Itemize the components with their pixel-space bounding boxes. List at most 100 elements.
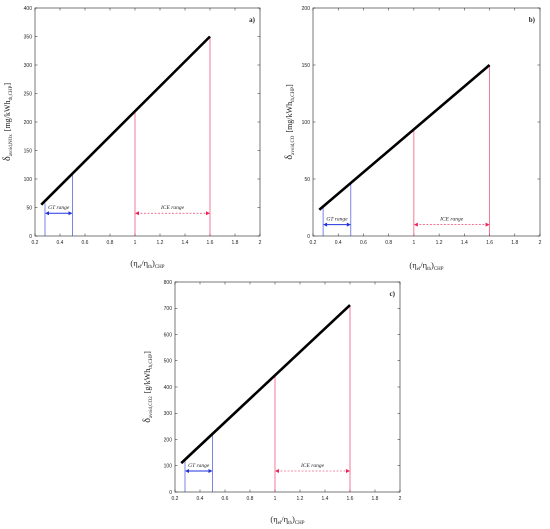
data-line [318,64,491,211]
x-tick-label: 1.6 [347,496,354,502]
y-label-unit: [g/kWh [143,369,152,393]
panel-label: a) [249,16,256,24]
gt-range-arrowhead-right [68,211,73,216]
y-label-unit: [mg/kWh [285,102,294,133]
x-label-close: ) [431,260,434,270]
x-label-subscript-el: el [138,265,142,270]
x-axis-label: (ηel/ηth)CHP [130,258,164,270]
x-label-eta: (η [130,258,137,268]
x-tick-label: 0.8 [385,240,392,246]
panel-c-co2: 0.2 0.4 0.6 0.8 1 1.2 1.4 1.6 1.8 2 0 100 200 300 400 5… [142,280,402,526]
y-tick-label: 600 [164,332,173,338]
x-label-subscript-th: th [148,265,152,270]
y-tick-label: 150 [24,148,33,154]
y-label-unit-subscript: th,CHP [9,85,14,100]
x-tick-label: 1.2 [157,240,164,246]
panel-label: b) [529,16,536,24]
y-tick-label: 100 [164,464,173,470]
ice-range-arrowhead-right [346,469,350,473]
y-tick-label: 100 [302,120,311,126]
x-label-subscript-th: th [427,267,431,272]
x-label-subscript-chp: CHP [155,265,165,270]
ice-range-label: ICE range [439,217,464,223]
gt-range-label: GT range [326,217,348,223]
x-label-close: ) [292,514,295,524]
x-tick-label: 0.8 [107,240,114,246]
gt-range-label: GT range [48,205,70,211]
x-label-eta: (η [270,514,277,524]
x-label-subscript-chp: CHP [295,521,305,526]
x-tick-label: 1.2 [297,496,304,502]
y-tick-label: 400 [164,385,173,391]
gt-range-arrowhead-left [185,469,189,473]
y-label-unit-close: ] [3,83,12,86]
ice-range-label: ICE range [300,463,325,469]
x-label-eta-th: /η [141,258,148,268]
x-tick-label: 2 [399,496,402,502]
panel-b-co: 0.2 0.4 0.6 0.8 1 1.2 1.4 1.6 1.8 2 0 50 100 150 200 GT… [284,6,542,272]
ice-range-arrowhead-left [275,469,279,473]
y-label-unit-close: ] [285,84,294,87]
x-label-eta-th: /η [420,260,427,270]
x-tick-label: 2 [539,240,542,246]
x-tick-label: 1.4 [182,240,189,246]
y-tick-label: 200 [302,6,311,12]
gt-range-label: GT range [188,463,210,469]
panel-a-nox: 0.2 0.4 0.6 0.8 1 1.2 1.4 1.6 1.8 2 0 50 100 150 200 25… [2,6,262,270]
x-label-subscript-el: el [278,521,282,526]
x-tick-label: 2 [259,240,262,246]
y-tick-label: 800 [164,280,173,286]
ice-range-label: ICE range [160,205,185,211]
y-axis-label: δavoid,CO2 [g/kWhth,CHP] [142,351,154,423]
gt-range-arrowhead-right [208,469,213,473]
x-tick-label: 1.8 [511,240,518,246]
y-axis-label: δavoid,CO [mg/kWhth,CHP] [284,84,296,160]
x-label-eta-th: /η [281,514,288,524]
x-tick-label: 1 [412,240,415,246]
y-tick-label: 500 [164,359,173,365]
x-tick-label: 0.2 [310,240,317,246]
gt-range-arrowhead-left [323,222,328,227]
plot-frame [174,281,401,493]
x-label-subscript-el: el [417,267,421,272]
plot-frame [34,7,261,237]
ice-range-arrowhead-right [485,222,490,227]
data-line [180,304,351,465]
y-tick-label: 50 [304,177,310,183]
y-label-symbol: δ [2,156,13,161]
ice-range-arrowhead-left [135,211,139,216]
y-label-symbol: δ [284,155,295,160]
panel-label: c) [390,290,396,298]
y-tick-label: 200 [24,120,33,126]
x-tick-label: 0.2 [32,240,39,246]
y-tick-label: 200 [164,437,173,443]
y-label-unit-subscript: th,CHP [149,354,154,369]
y-label-subscript: avoid,NOx [9,134,14,157]
x-label-subscript-chp: CHP [434,267,444,272]
y-tick-label: 250 [24,91,33,97]
y-label-symbol: δ [142,418,153,423]
y-label-unit-subscript: th,CHP [291,87,296,102]
x-tick-label: 1.4 [322,496,329,502]
y-tick-label: 0 [29,234,32,240]
y-label-subscript: avoid,CO2 [149,396,154,418]
x-label-subscript-th: th [288,521,292,526]
x-tick-label: 0.6 [360,240,367,246]
y-tick-label: 700 [164,306,173,312]
x-tick-label: 1.6 [486,240,493,246]
x-tick-label: 0.4 [197,496,204,502]
y-label-unit: [mg/kWh [3,101,12,132]
data-line [40,35,211,206]
x-tick-label: 0.6 [82,240,89,246]
ice-range-arrowhead-right [206,211,210,216]
x-tick-label: 0.6 [222,496,229,502]
y-tick-label: 150 [302,63,311,69]
y-tick-label: 0 [169,490,172,496]
y-tick-label: 100 [24,177,33,183]
plot-frame [312,7,541,237]
y-tick-label: 50 [26,205,32,211]
x-tick-label: 0.4 [57,240,64,246]
y-tick-label: 300 [164,411,173,417]
x-tick-label: 0.2 [172,496,179,502]
